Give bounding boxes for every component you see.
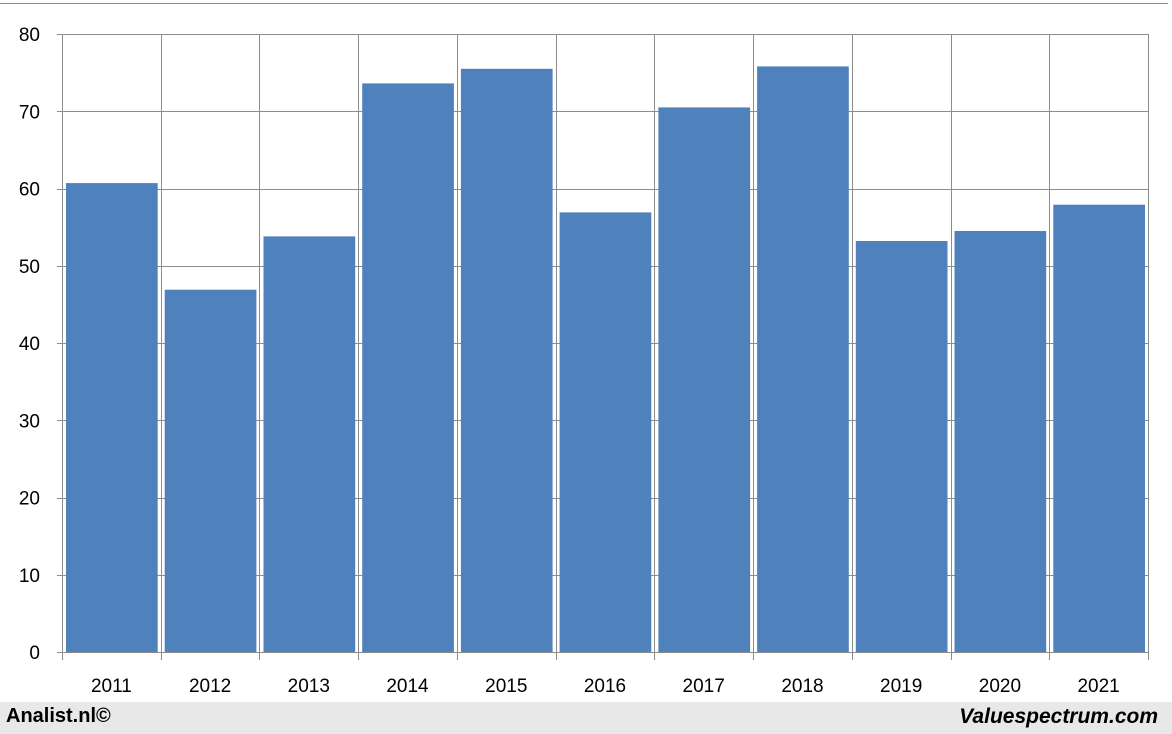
x-tick-label: 2017 (683, 676, 725, 697)
y-tick-label: 30 (19, 411, 40, 432)
bar-2014 (362, 83, 454, 652)
y-tick-label: 0 (29, 643, 40, 664)
bar-2017 (658, 107, 751, 652)
bar-2019 (855, 241, 948, 652)
bar-2012 (164, 289, 257, 652)
bar-2011 (66, 183, 158, 652)
x-tick-label: 2013 (288, 676, 330, 697)
x-tick-label: 2021 (1077, 676, 1119, 697)
y-tick-label: 20 (19, 489, 40, 510)
x-tick-label: 2016 (584, 676, 626, 697)
x-tick-label: 2012 (189, 676, 231, 697)
bar-2013 (263, 236, 356, 652)
footer-bar: Analist.nl© Valuespectrum.com (0, 702, 1172, 734)
y-tick-labels: 0 10 20 30 40 50 60 70 80 (19, 25, 40, 664)
y-tick-label: 60 (19, 180, 40, 201)
frame-border (0, 3, 1168, 4)
x-tick-labels: 2011 2012 2013 2014 2015 2016 2017 2018 2019 2020… (91, 676, 1120, 697)
y-tick-label: 70 (19, 102, 40, 123)
x-tick-label: 2018 (781, 676, 823, 697)
x-tick-label: 2015 (485, 676, 527, 697)
x-tick-label: 2020 (979, 676, 1021, 697)
bar-2020 (954, 231, 1047, 652)
bar-2015 (460, 68, 553, 653)
bar-2021 (1053, 204, 1145, 652)
y-tick-label: 50 (19, 257, 40, 278)
axes (62, 34, 1148, 653)
x-tick-label: 2019 (880, 676, 922, 697)
y-tick-label: 40 (19, 334, 40, 355)
bar-2018 (757, 66, 849, 652)
source-credit-left: Analist.nl© (6, 705, 111, 727)
x-tick-label: 2011 (91, 676, 132, 697)
bar-2016 (559, 212, 652, 652)
source-credit-right: Valuespectrum.com (959, 705, 1158, 728)
y-tick-label: 80 (19, 25, 40, 46)
x-tick-label: 2014 (386, 676, 429, 697)
y-tick-label: 10 (19, 566, 40, 587)
bars (66, 66, 1145, 653)
